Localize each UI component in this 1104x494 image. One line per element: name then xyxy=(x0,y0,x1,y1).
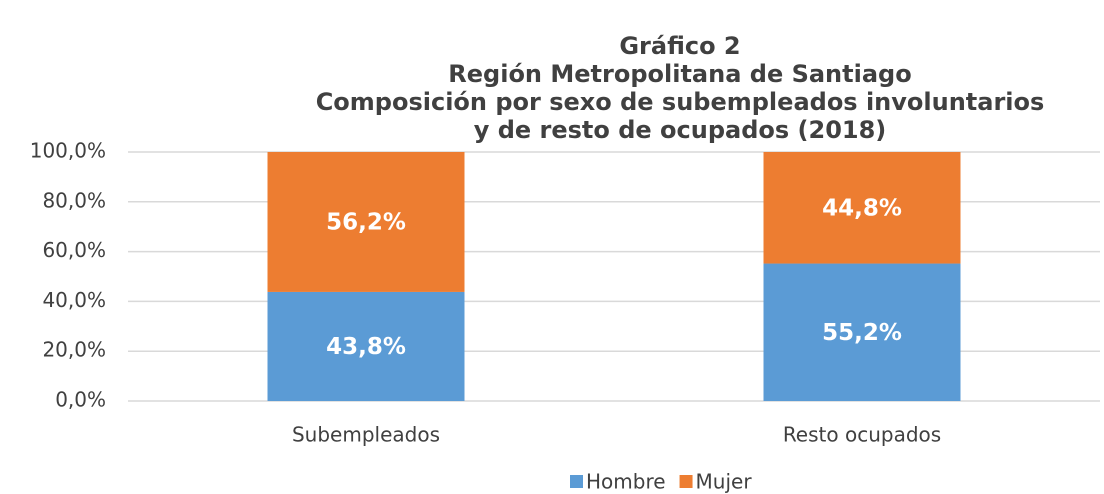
y-tick-label: 0,0% xyxy=(55,388,106,412)
bar-segment xyxy=(267,152,465,292)
y-tick-label: 40,0% xyxy=(42,288,106,312)
bar-segment xyxy=(763,263,961,401)
y-tick-label: 80,0% xyxy=(42,188,106,212)
data-label: 44,8% xyxy=(822,195,902,221)
chart-title: Composición por sexo de subempleados inv… xyxy=(316,88,1045,116)
chart-title: Región Metropolitana de Santiago xyxy=(448,60,911,88)
legend-swatch xyxy=(679,475,693,488)
bar-segment xyxy=(763,152,961,264)
data-label: 55,2% xyxy=(822,320,902,346)
legend-label: Hombre xyxy=(586,470,666,494)
data-label: 56,2% xyxy=(326,209,406,235)
bar-segment xyxy=(267,291,465,401)
y-tick-label: 20,0% xyxy=(42,338,106,362)
x-tick-label: Resto ocupados xyxy=(783,423,941,447)
legend-label: Mujer xyxy=(696,470,753,494)
legend-swatch xyxy=(570,475,583,488)
chart-title: Gráfico 2 xyxy=(619,32,740,60)
x-tick-label: Subempleados xyxy=(292,423,440,447)
data-label: 43,8% xyxy=(326,334,406,360)
y-tick-label: 60,0% xyxy=(42,238,106,262)
chart-title: y de resto de ocupados (2018) xyxy=(474,116,887,144)
y-tick-label: 100,0% xyxy=(30,139,106,163)
